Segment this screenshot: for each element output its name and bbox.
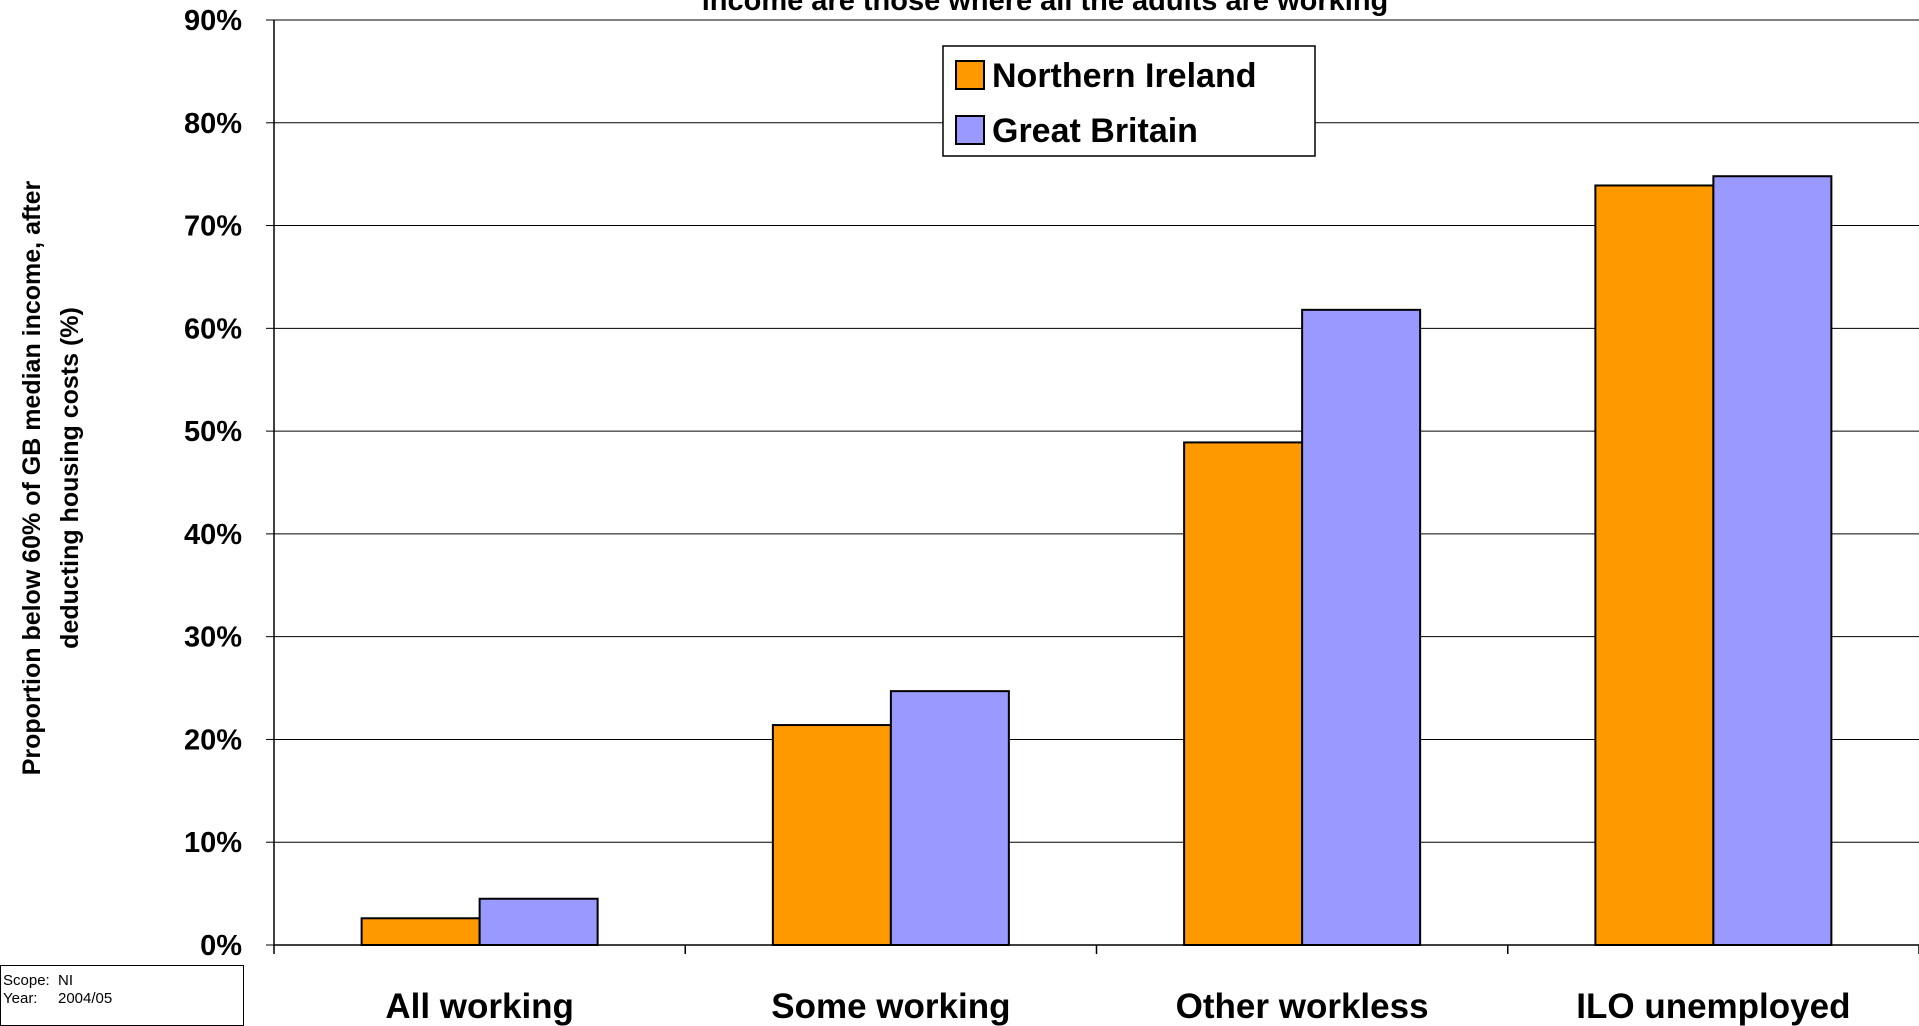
y-axis-title-line-1: Proportion below 60% of GB median income… [18, 180, 46, 775]
bar-northern-ireland-other-workless [1183, 441, 1304, 946]
legend-label-northern-ireland: Northern Ireland [992, 57, 1256, 95]
scope-info-box: Scope: NI Year: 2004/05 [0, 965, 244, 1026]
y-tick-label: 50% [184, 416, 242, 448]
y-axis-title: Proportion below 60% of GB median income… [18, 180, 84, 775]
y-tick-labels: 0% 10% 20% 30% 40% 50% 60% 70% 80% 90% [184, 5, 242, 962]
legend-swatch-northern-ireland [955, 60, 985, 90]
y-tick-label: 20% [184, 724, 242, 756]
category-labels: All working Some working Other workless ILO… [385, 987, 1850, 1026]
bar-great-britain-ilo-unemployed [1712, 175, 1833, 946]
category-label: Some working [771, 987, 1010, 1026]
legend-swatch-great-britain [955, 115, 985, 145]
scope-value: NI [58, 972, 73, 989]
y-tick-label: 10% [184, 827, 242, 859]
bar-great-britain-some-working [889, 690, 1010, 947]
legend-label-great-britain: Great Britain [992, 112, 1198, 150]
y-tick-label: 30% [184, 622, 242, 654]
bars [360, 175, 1833, 947]
y-tick-label: 40% [184, 519, 242, 551]
category-label: Other workless [1176, 987, 1429, 1026]
scope-key: Scope: [3, 972, 50, 989]
chart-title: income are those where all the adults ar… [702, 0, 1389, 17]
axes [273, 20, 1919, 954]
y-tick-label: 0% [200, 930, 242, 962]
legend-box [942, 45, 1316, 157]
bar-great-britain-other-workless [1301, 308, 1422, 947]
legend: Northern Ireland Great Britain [942, 45, 1316, 157]
year-key: Year: [3, 990, 38, 1007]
category-label: All working [385, 987, 574, 1026]
category-label: ILO unemployed [1576, 987, 1850, 1026]
y-tick-label: 90% [184, 5, 242, 37]
bar-great-britain-all-working [478, 897, 599, 946]
bar-northern-ireland-ilo-unemployed [1594, 184, 1715, 946]
y-tick-label: 80% [184, 108, 242, 140]
y-tick-label: 60% [184, 313, 242, 345]
bar-northern-ireland-all-working [360, 917, 481, 946]
y-axis-title-line-2: deducting housing costs (%) [56, 307, 84, 649]
year-value: 2004/05 [58, 990, 113, 1007]
bar-northern-ireland-some-working [771, 724, 892, 946]
y-tick-label: 70% [184, 211, 242, 243]
year-row: Year: 2004/05 [3, 990, 243, 1008]
scope-row: Scope: NI [3, 972, 243, 990]
